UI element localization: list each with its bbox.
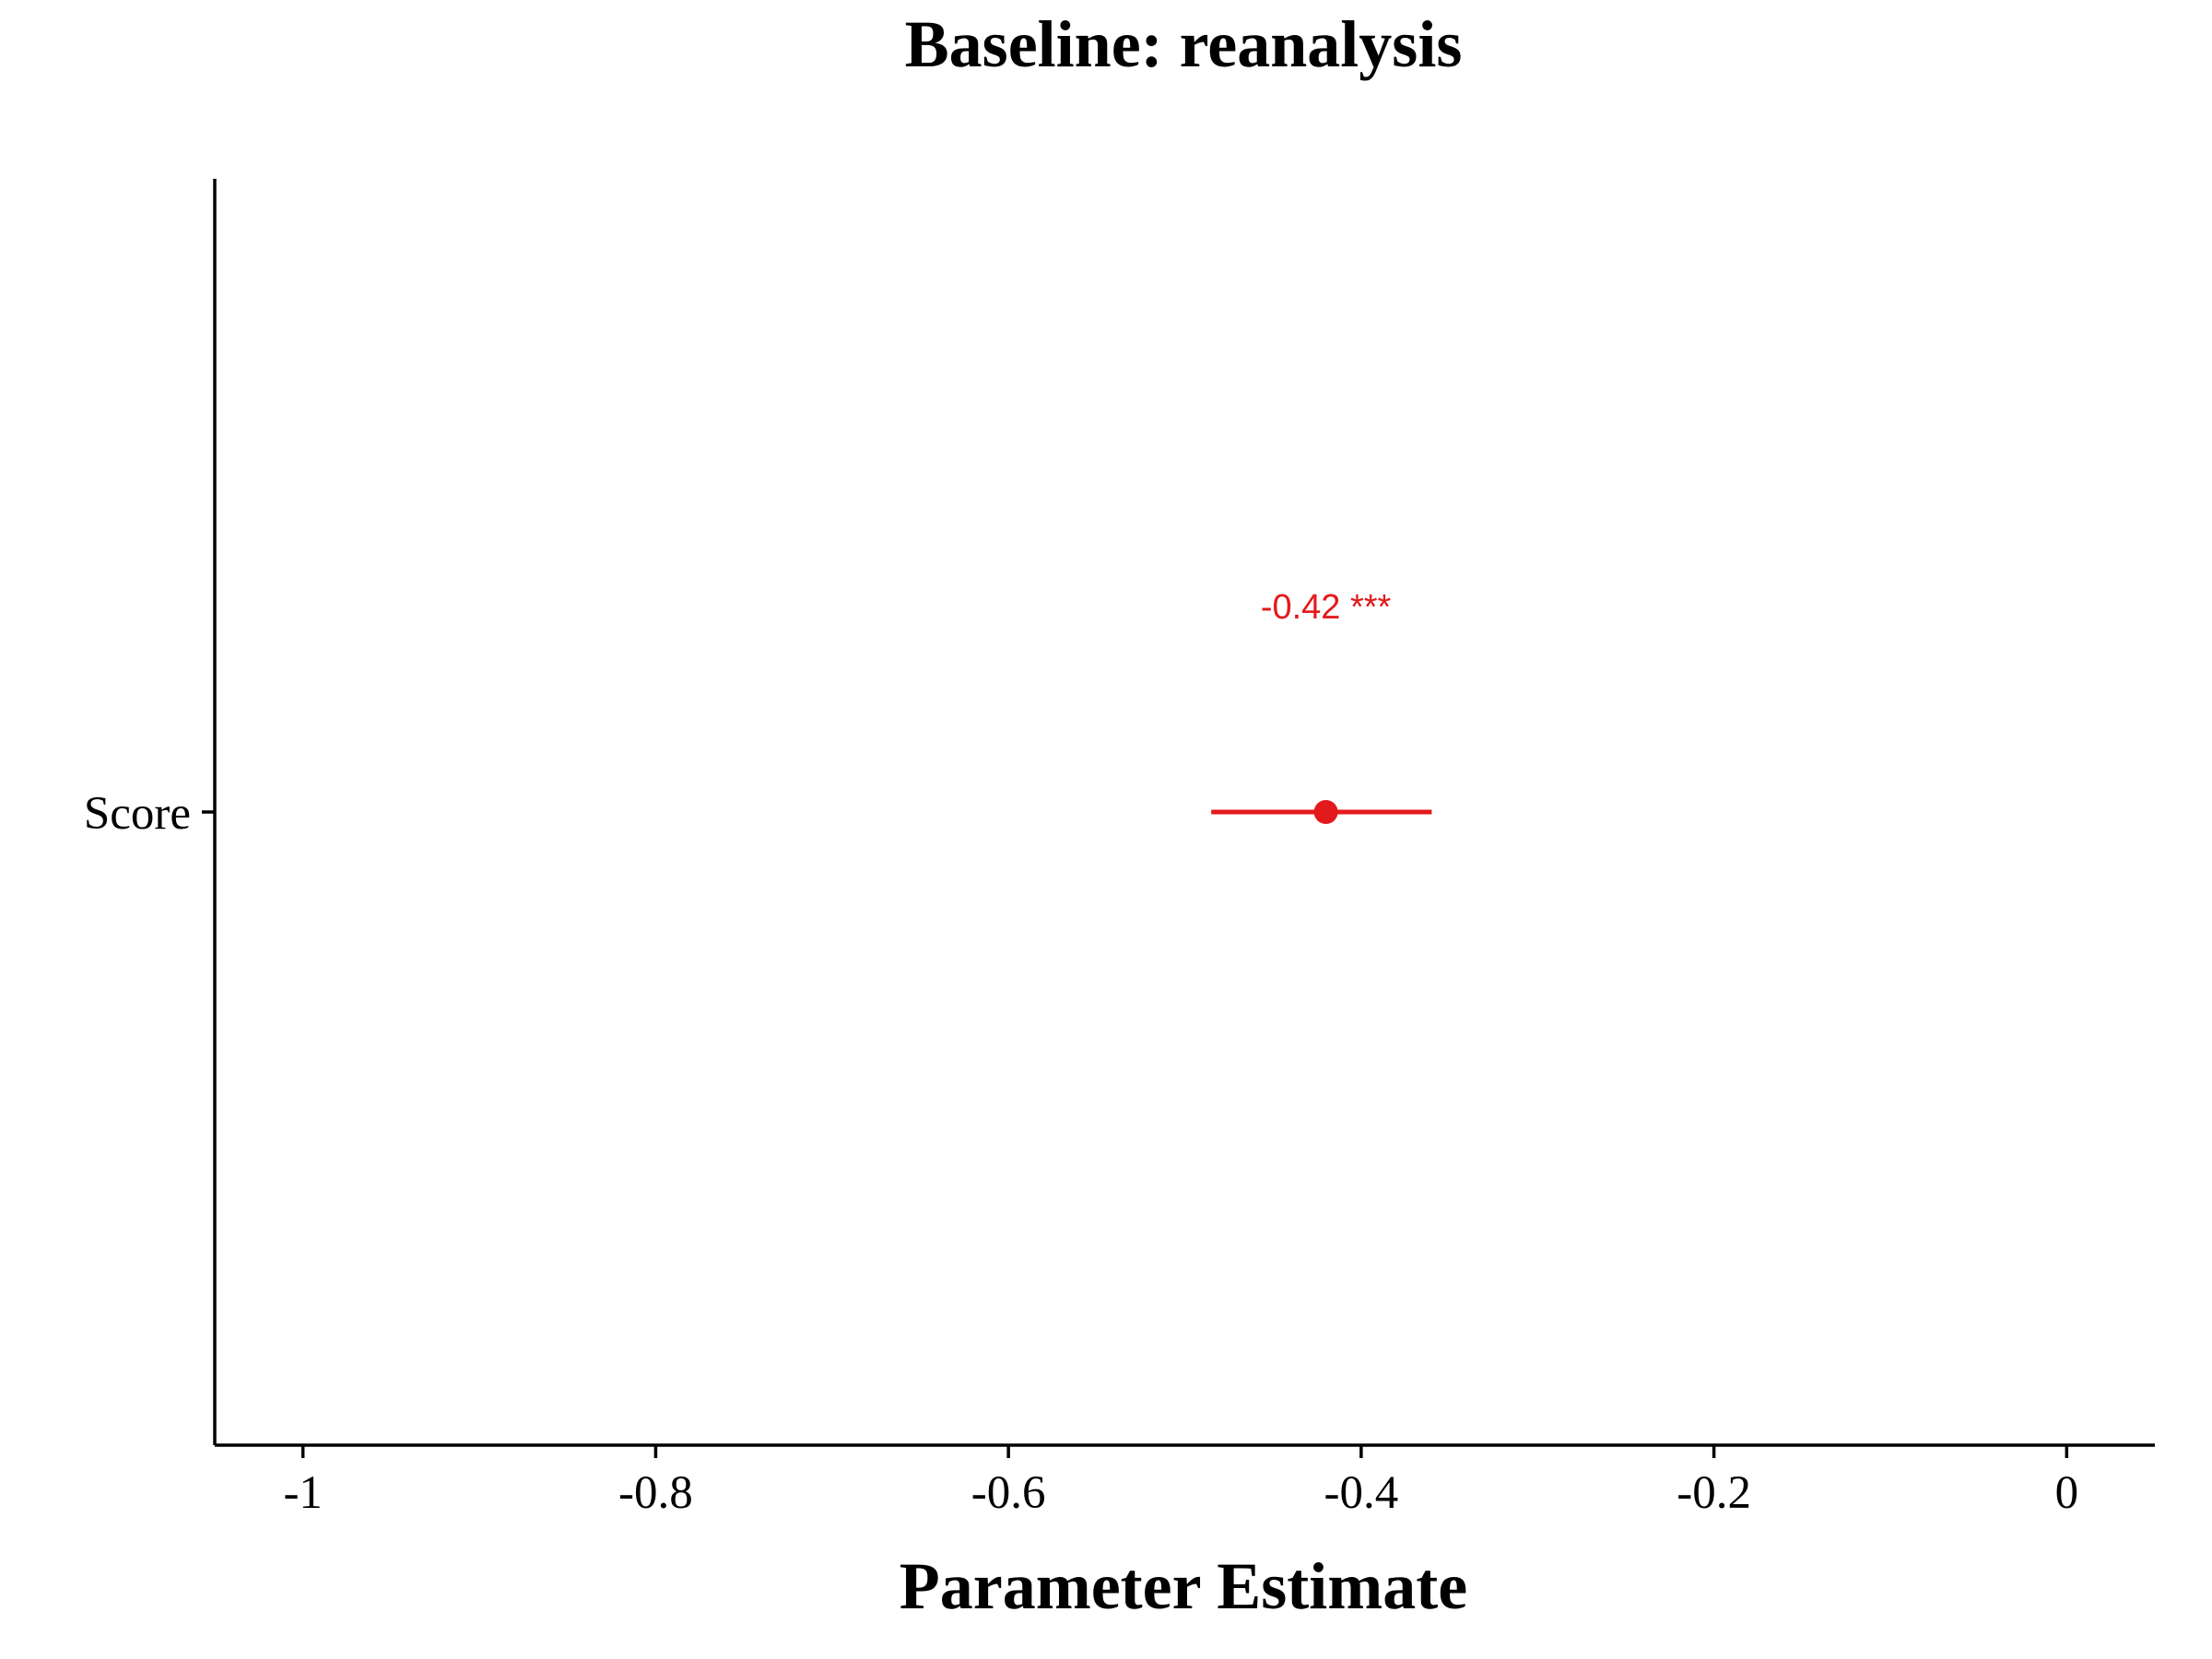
x-tick-label: -0.8 xyxy=(618,1467,693,1519)
y-axis-ticks: Score xyxy=(84,788,215,840)
x-tick-label: -0.6 xyxy=(971,1467,1046,1519)
x-axis-ticks: -1 -0.8 -0.6 -0.4 -0.2 0 xyxy=(283,1445,2078,1519)
x-tick-label: -1 xyxy=(283,1467,322,1519)
plot-area: -0.42 *** xyxy=(1211,588,1432,824)
x-axis-title: Parameter Estimate xyxy=(900,1549,1467,1623)
x-tick-label: -0.4 xyxy=(1324,1467,1398,1519)
estimate-point xyxy=(1313,800,1338,824)
estimate-label: -0.42 *** xyxy=(1261,588,1392,627)
x-tick-label: -0.2 xyxy=(1677,1467,1751,1519)
x-tick-label: 0 xyxy=(2055,1467,2079,1519)
y-tick-label: Score xyxy=(84,788,191,840)
chart-title: Baseline: reanalysis xyxy=(905,7,1463,81)
